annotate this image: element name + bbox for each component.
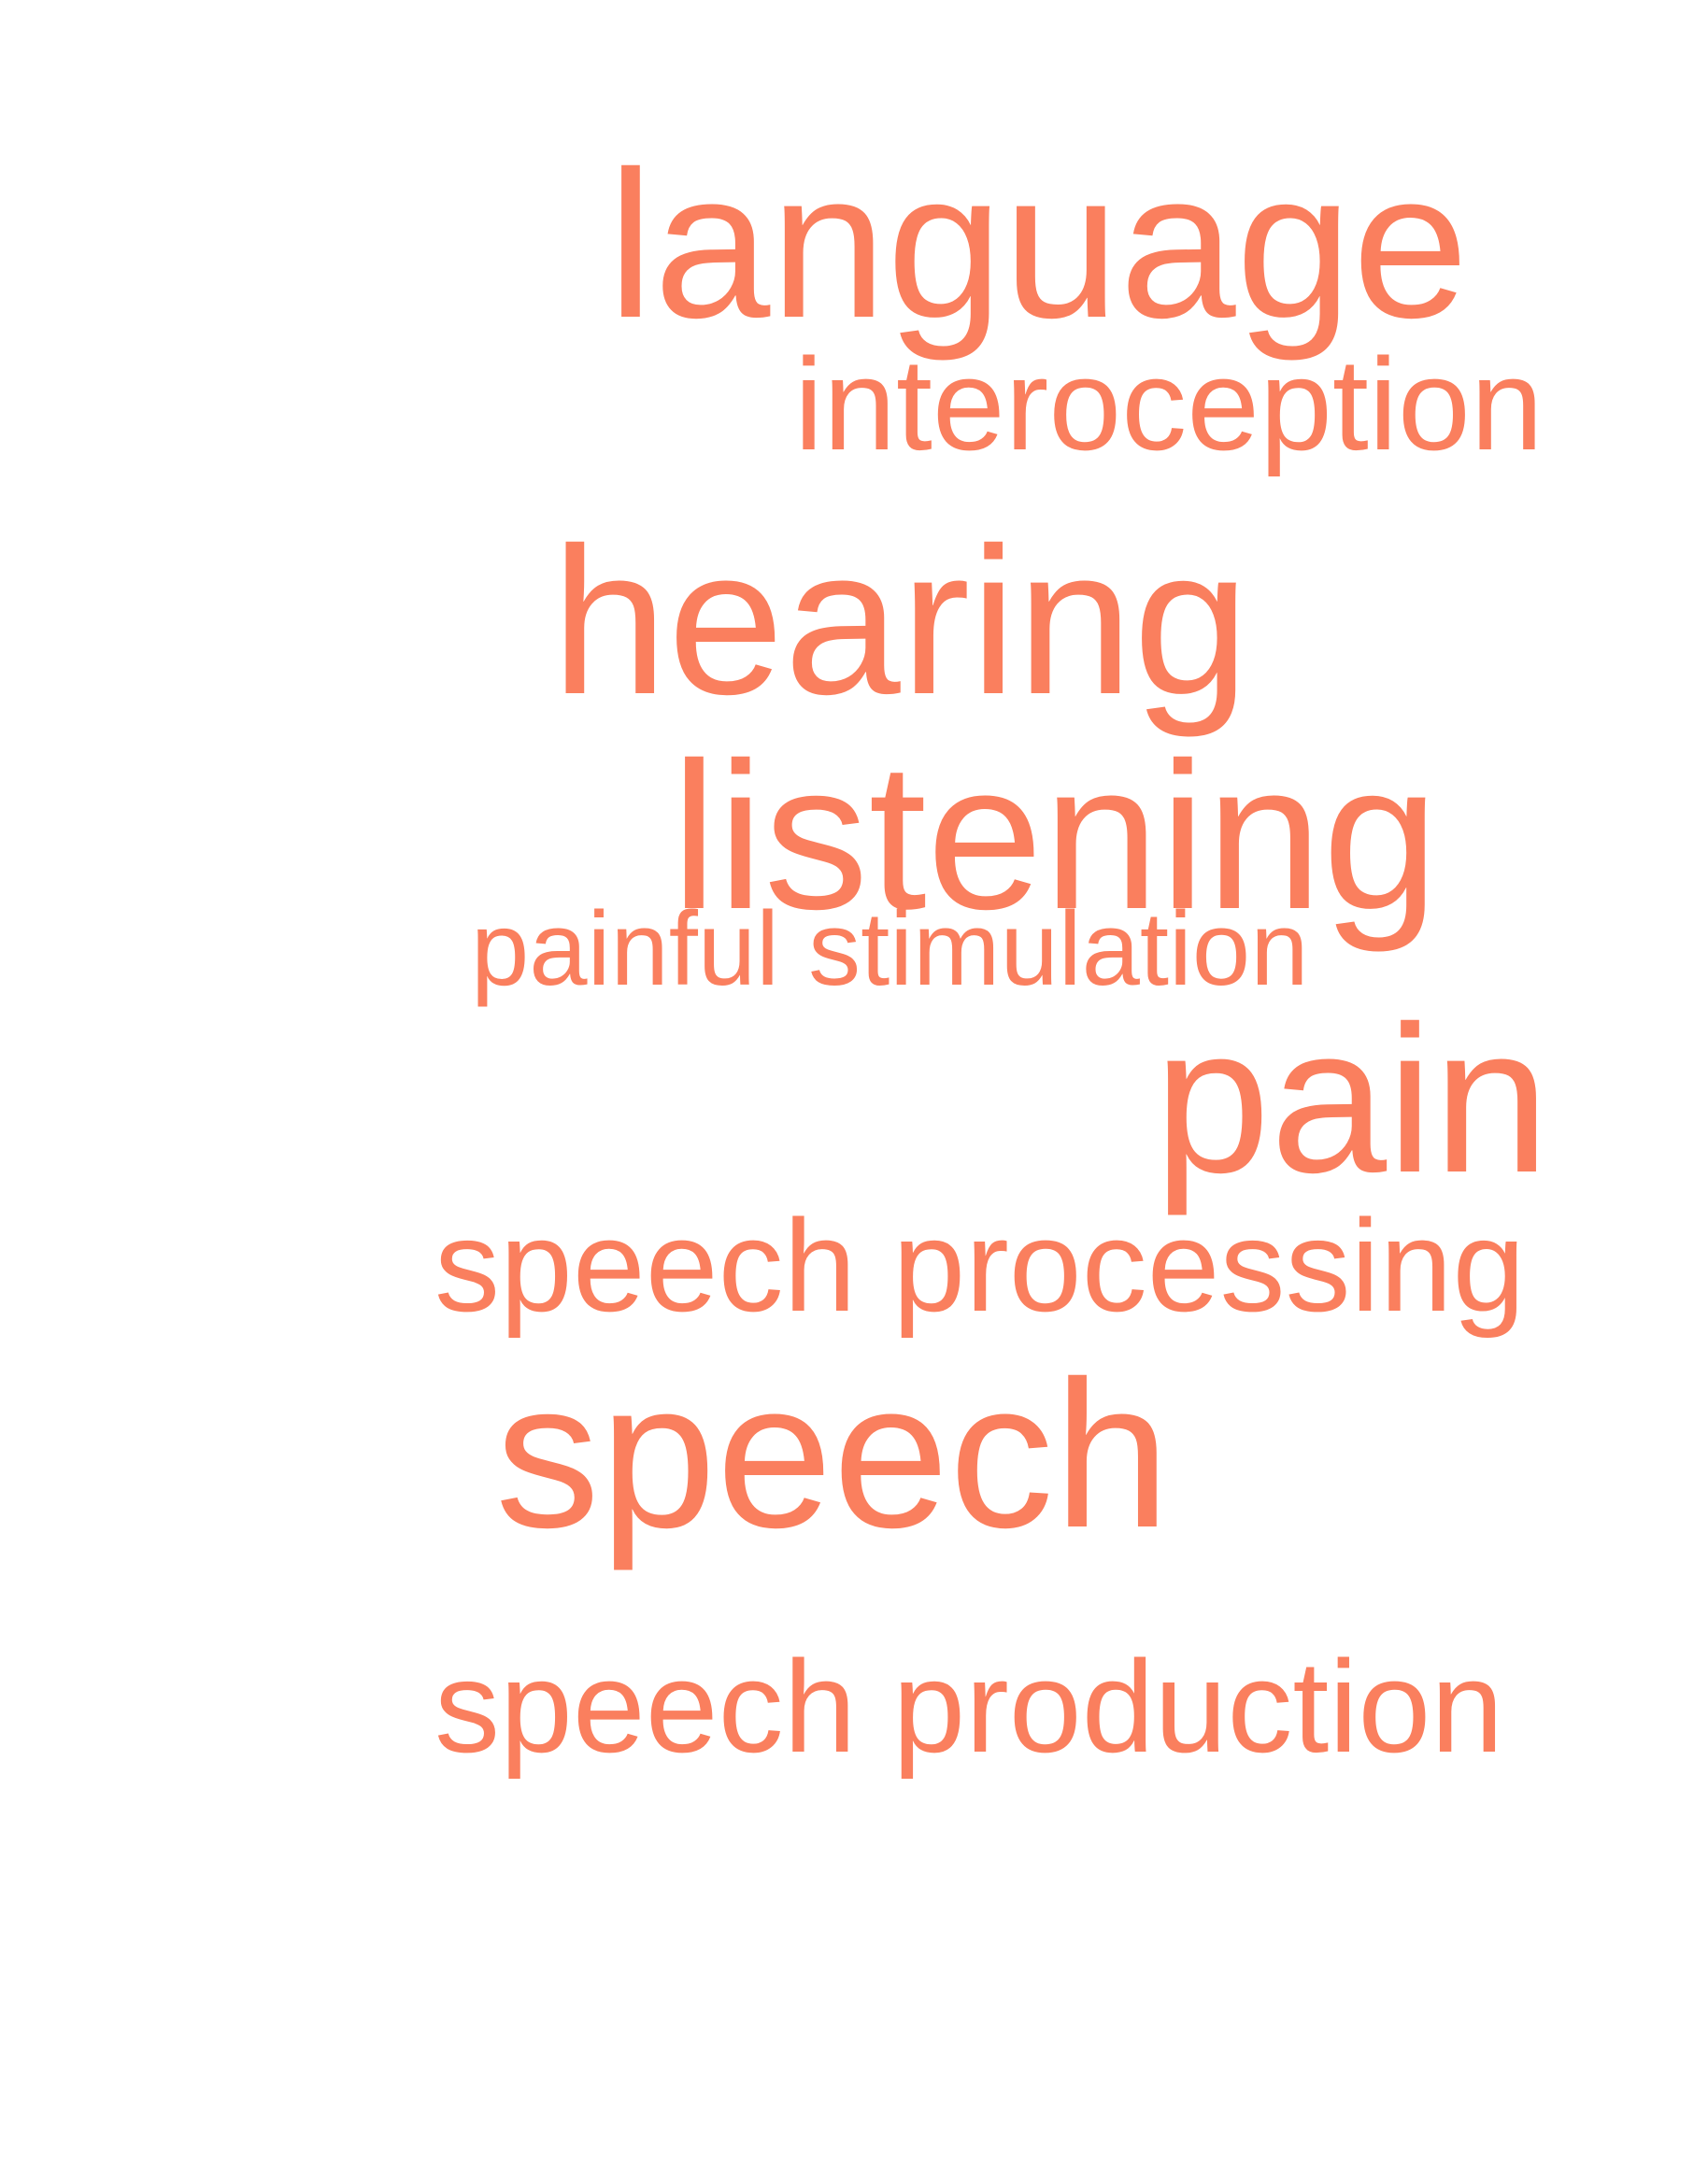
word-hearing: hearing	[551, 504, 1250, 738]
word-interoception: interoception	[794, 331, 1544, 477]
word-listening: listening	[671, 719, 1439, 953]
word-painful-stimulation: painful stimulation	[471, 890, 1309, 1007]
word-speech: speech	[495, 1338, 1171, 1571]
word-pain: pain	[1154, 983, 1550, 1216]
word-speech-processing: speech processing	[434, 1192, 1526, 1339]
word-speech-production: speech production	[434, 1633, 1504, 1780]
word-language: language	[607, 128, 1469, 362]
